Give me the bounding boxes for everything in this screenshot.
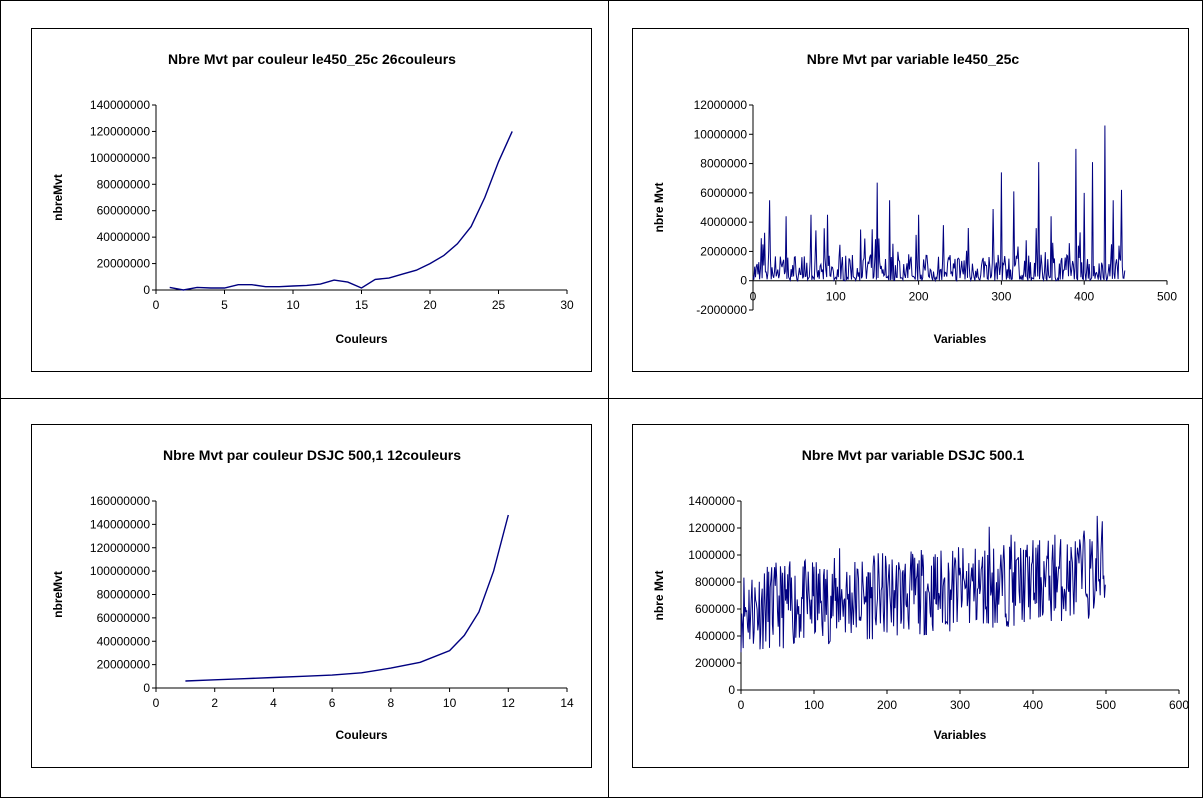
y-tick-label: 0 <box>740 274 747 288</box>
chart-title: Nbre Mvt par variable DSJC 500.1 <box>802 447 1025 463</box>
x-tick-label: 10 <box>286 298 300 312</box>
y-axis-label: nbreMvt <box>51 571 65 618</box>
chart-4-plot: Nbre Mvt par variable DSJC 500.1 0 200000 4… <box>652 447 1189 742</box>
y-tick-label: 40000000 <box>97 230 151 244</box>
x-tick-label: 8 <box>388 696 395 710</box>
x-tick-label: 100 <box>826 290 846 304</box>
chart-title: Nbre Mvt par couleur DSJC 500,1 12couleu… <box>163 447 461 463</box>
y-tick-label: 1200000 <box>688 521 735 535</box>
x-tick-label: 100 <box>804 698 824 712</box>
y-axis-label: nbre Mvt <box>652 182 666 232</box>
chart-2-plot: Nbre Mvt par variable le450_25c-20000000… <box>652 51 1177 346</box>
series-line <box>169 131 513 291</box>
y-tick-label: 80000000 <box>97 177 151 191</box>
x-tick-label: 0 <box>153 298 160 312</box>
y-axis-label: nbreMvt <box>51 174 65 221</box>
chart-title: Nbre Mvt par couleur le450_25c 26couleur… <box>168 51 456 67</box>
y-tick-label: 20000000 <box>97 658 151 672</box>
y-tick-label: 10000000 <box>694 127 748 141</box>
x-tick-label: 200 <box>877 698 897 712</box>
y-tick-label: 800000 <box>695 575 735 589</box>
y-tick-label: 60000000 <box>97 204 151 218</box>
y-tick-label: 600000 <box>695 602 735 616</box>
chart-3: Nbre Mvt par couleur DSJC 500,1 12couleu… <box>31 424 592 768</box>
x-tick-label: 10 <box>443 696 457 710</box>
x-tick-label: 15 <box>355 298 369 312</box>
y-tick-label: 120000000 <box>90 124 150 138</box>
chart-1-plot: Nbre Mvt par couleur le450_25c 26couleur… <box>51 51 574 346</box>
x-tick-label: 25 <box>492 298 506 312</box>
y-tick-label: 8000000 <box>700 157 747 171</box>
x-tick-label: 0 <box>738 698 745 712</box>
x-tick-label: 300 <box>991 290 1011 304</box>
y-tick-label: 100000000 <box>90 151 150 165</box>
x-axis-label: Couleurs <box>335 332 387 346</box>
y-tick-label: -2000000 <box>696 303 747 317</box>
y-tick-label: 80000000 <box>97 588 151 602</box>
x-tick-label: 5 <box>221 298 228 312</box>
y-tick-label: 20000000 <box>97 257 151 271</box>
x-tick-label: 400 <box>1074 290 1094 304</box>
x-tick-label: 600 <box>1169 698 1189 712</box>
y-tick-label: 1400000 <box>688 494 735 508</box>
y-tick-label: 140000000 <box>90 98 150 112</box>
y-tick-label: 0 <box>728 683 735 697</box>
x-axis-label: Variables <box>934 332 987 346</box>
y-tick-label: 4000000 <box>700 215 747 229</box>
x-tick-label: 6 <box>329 696 336 710</box>
y-tick-label: 0 <box>143 681 150 695</box>
chart-2: Nbre Mvt par variable le450_25c -2000000 0… <box>632 28 1189 372</box>
y-tick-label: 40000000 <box>97 634 151 648</box>
y-tick-label: 2000000 <box>700 244 747 258</box>
x-tick-label: 4 <box>270 696 277 710</box>
y-tick-label: 120000000 <box>90 541 150 555</box>
y-tick-label: 200000 <box>695 656 735 670</box>
x-tick-label: 200 <box>909 290 929 304</box>
x-tick-label: 20 <box>423 298 437 312</box>
x-axis-label: Variables <box>934 728 987 742</box>
chart-3-plot: Nbre Mvt par couleur DSJC 500,1 12couleu… <box>51 447 574 742</box>
chart-title: Nbre Mvt par variable le450_25c <box>807 51 1020 67</box>
chart-4: Nbre Mvt par variable DSJC 500.1 0 200000 4… <box>632 424 1189 768</box>
x-tick-label: 0 <box>750 290 757 304</box>
x-tick-label: 30 <box>560 298 574 312</box>
x-tick-label: 400 <box>1023 698 1043 712</box>
series-line <box>185 514 509 682</box>
x-tick-label: 12 <box>502 696 516 710</box>
chart-1: Nbre Mvt par couleur le450_25c 26couleur… <box>31 28 592 372</box>
y-axis-label: nbre Mvt <box>652 570 666 620</box>
y-tick-label: 60000000 <box>97 611 151 625</box>
series-line <box>752 125 1126 283</box>
y-tick-label: 140000000 <box>90 517 150 531</box>
y-tick-label: 160000000 <box>90 494 150 508</box>
series-line <box>740 515 1106 653</box>
y-tick-label: 100000000 <box>90 564 150 578</box>
y-tick-label: 1000000 <box>688 548 735 562</box>
y-tick-label: 6000000 <box>700 186 747 200</box>
x-tick-label: 14 <box>560 696 574 710</box>
x-axis-label: Couleurs <box>335 728 387 742</box>
x-tick-label: 300 <box>950 698 970 712</box>
x-tick-label: 2 <box>211 696 218 710</box>
x-tick-label: 500 <box>1157 290 1177 304</box>
y-tick-label: 0 <box>143 283 150 297</box>
y-tick-label: 12000000 <box>694 98 748 112</box>
x-tick-label: 500 <box>1096 698 1116 712</box>
x-tick-label: 0 <box>153 696 160 710</box>
y-tick-label: 400000 <box>695 629 735 643</box>
